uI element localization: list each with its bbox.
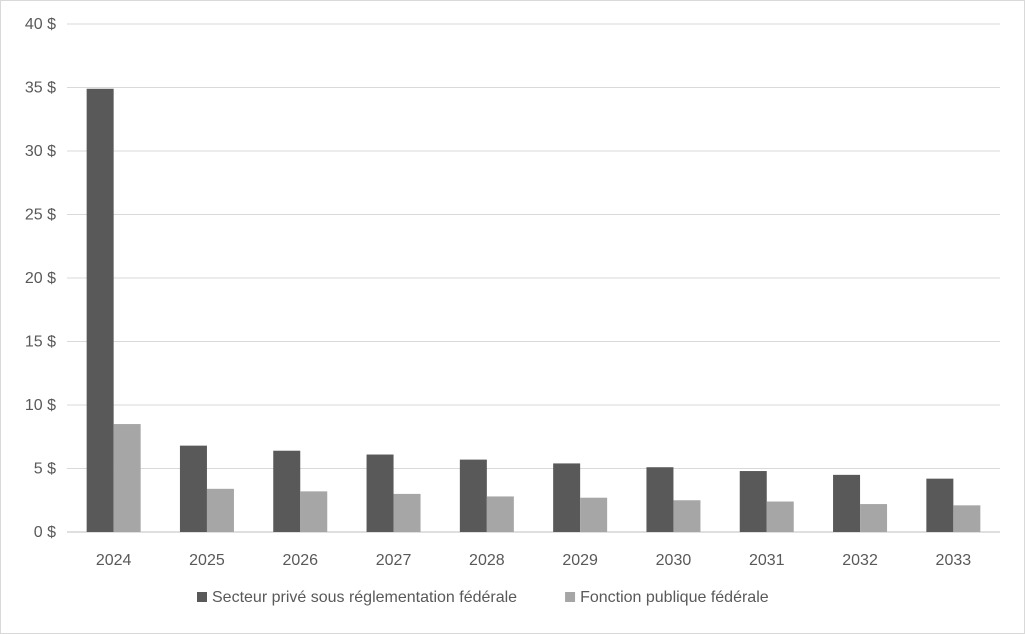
y-tick-label: 40 $	[25, 16, 56, 33]
x-tick-label: 2030	[656, 552, 692, 569]
bar-series-2-2030	[673, 500, 701, 532]
legend-swatch-1	[197, 592, 207, 602]
y-tick-label: 5 $	[34, 461, 56, 478]
x-tick-label: 2033	[936, 552, 972, 569]
x-tick-label: 2028	[469, 552, 505, 569]
legend: Secteur privé sous réglementation fédéra…	[197, 589, 769, 606]
legend-swatch-2	[565, 592, 576, 602]
x-tick-label: 2027	[376, 552, 412, 569]
bar-series-1-2027	[366, 454, 394, 532]
bar-series-1-2032	[833, 474, 861, 532]
bar-series-2-2025	[206, 488, 234, 532]
x-tick-label: 2032	[842, 552, 878, 569]
y-axis-ticks: 0 $ 5 $ 10 $ 15 $ 20 $ 25 $ 30 $ 35 $ 40 $	[25, 16, 56, 541]
x-tick-label: 2025	[189, 552, 225, 569]
bar-series-2-2026	[300, 491, 328, 532]
y-tick-label: 30 $	[25, 143, 56, 160]
bar-series-1-2029	[553, 463, 581, 532]
bar-series-1-2028	[459, 459, 487, 532]
bar-series-2-2032	[860, 504, 888, 532]
bar-series-1-2024	[86, 88, 114, 533]
bars	[86, 88, 981, 533]
x-tick-label: 2026	[282, 552, 318, 569]
bar-series-1-2030	[646, 467, 674, 532]
legend-label-1: Secteur privé sous réglementation fédéra…	[212, 589, 517, 606]
bar-series-2-2029	[580, 497, 608, 532]
bar-series-1-2033	[926, 478, 954, 532]
y-tick-label: 35 $	[25, 80, 56, 97]
x-tick-label: 2031	[749, 552, 785, 569]
y-tick-label: 20 $	[25, 270, 56, 287]
legend-label-2: Fonction publique fédérale	[580, 589, 769, 606]
bar-series-2-2031	[766, 501, 794, 532]
y-tick-label: 10 $	[25, 397, 56, 414]
x-tick-label: 2024	[96, 552, 132, 569]
y-tick-label: 15 $	[25, 334, 56, 351]
x-tick-label: 2029	[562, 552, 598, 569]
bar-series-1-2026	[273, 450, 301, 532]
x-axis-ticks: 2024 2025 2026 2027 2028 2029 2030 2031 2032 2033	[96, 552, 971, 569]
bar-series-2-2027	[393, 493, 421, 532]
bar-series-1-2031	[739, 471, 767, 532]
y-tick-label: 25 $	[25, 207, 56, 224]
bar-series-1-2025	[179, 445, 207, 532]
bar-series-2-2033	[953, 505, 981, 532]
bar-series-2-2024	[113, 424, 141, 532]
bar-series-2-2028	[486, 496, 514, 532]
y-tick-label: 0 $	[34, 524, 56, 541]
